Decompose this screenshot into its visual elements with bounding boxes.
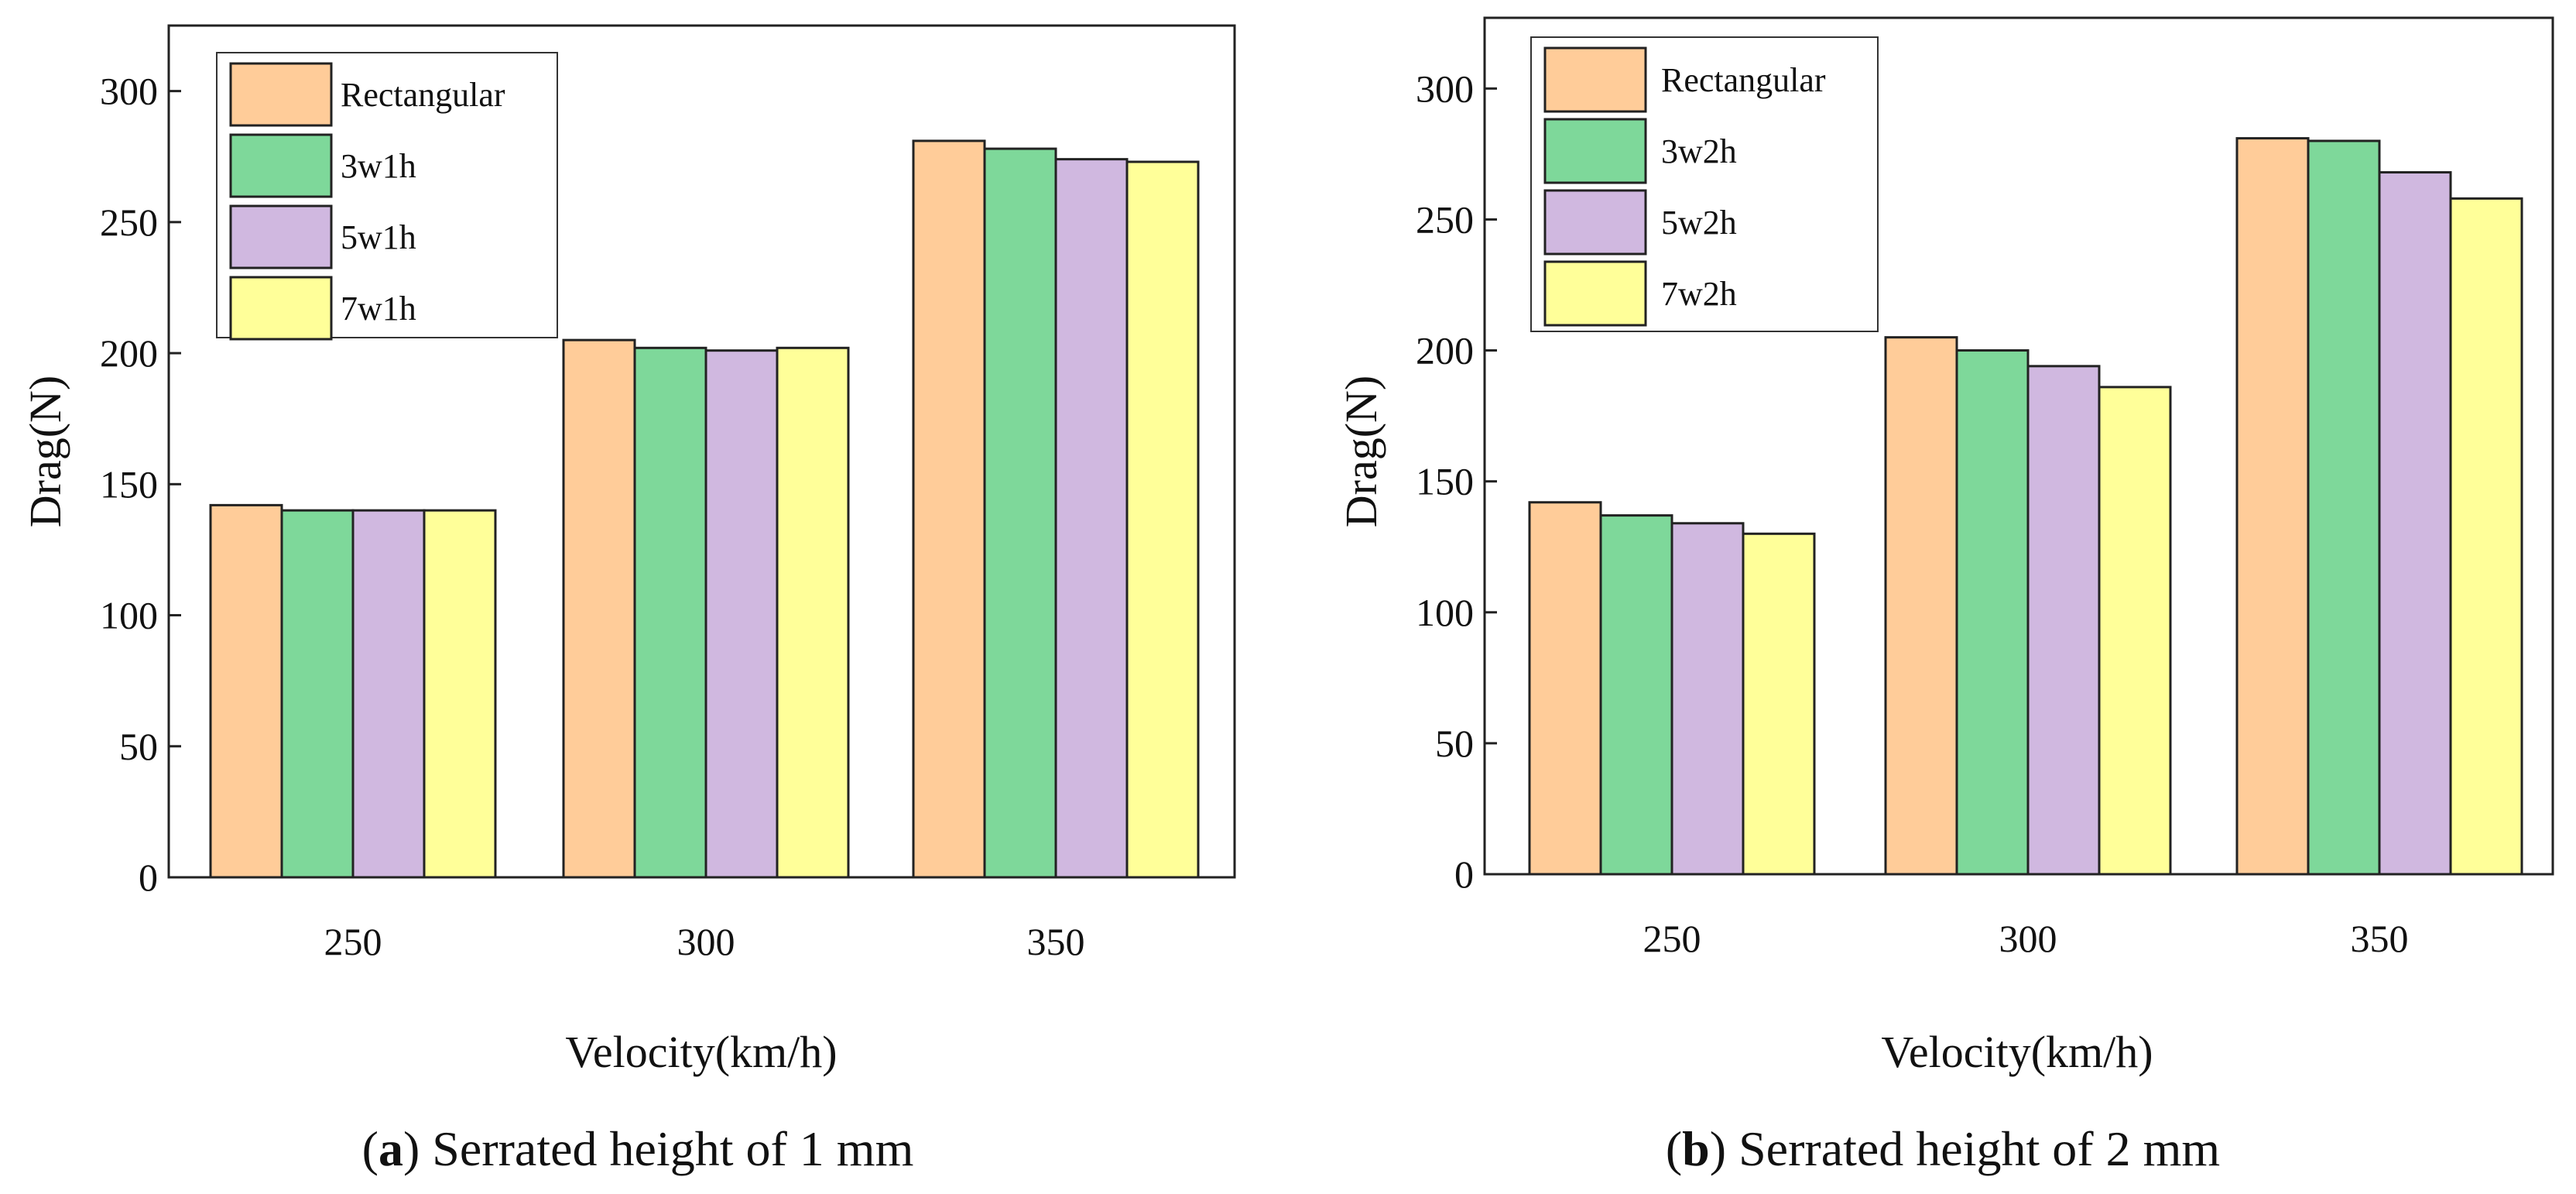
panel-a-caption-letter: a [379,1121,403,1176]
panel-b-bars [1528,137,2523,876]
panel-b-caption-letter: b [1682,1121,1710,1176]
panel-b-y-axis: 0 50 100 150 200 250 300 [1416,67,1497,896]
legend-label-a-rectangular: Rectangular [341,76,505,114]
x-tick-label-a-300: 300 [677,920,735,963]
bar-a-7w1h-350 [1125,160,1200,879]
x-tick-label-b-300: 300 [1999,917,2057,960]
bar-b-7w2h-250 [1742,532,1816,876]
bar-a-5w1h-250 [351,509,426,879]
panel-b-caption: (b) Serrated height of 2 mm [1666,1121,2220,1176]
legend-label-a-5w1h: 5w1h [341,218,416,256]
x-tick-label-a-350: 350 [1027,920,1085,963]
panel-a-bars [209,139,1200,879]
y-tick-label-b-50: 50 [1435,722,1474,765]
legend-swatch-b-rectangular [1543,46,1647,113]
bar-b-5w2h-350 [2378,171,2452,876]
bar-b-5w2h-250 [1670,522,1745,876]
bar-b-rectangular-250 [1528,501,1602,876]
legend-label-b-rectangular: Rectangular [1661,61,1826,99]
panel-a-chart: 0 50 100 150 200 250 300 250 300 350 Drag(N) Vel… [20,24,1236,1176]
panel-a-y-axis: 0 50 100 150 200 250 300 [100,70,181,899]
y-tick-label-b-150: 150 [1416,460,1474,503]
bar-a-3w1h-250 [280,509,355,879]
legend-label-b-7w2h: 7w2h [1661,275,1737,313]
bar-a-5w1h-350 [1054,158,1129,879]
y-tick-label-b-0: 0 [1454,853,1474,896]
panel-b-y-axis-title: Drag(N) [1336,376,1386,527]
bar-b-3w2h-350 [2307,139,2381,876]
bar-b-rectangular-300 [1884,336,1958,876]
legend-label-b-3w2h: 3w2h [1661,132,1737,170]
panel-a-x-axis: 250 300 350 [324,920,1085,963]
legend-swatch-a-3w1h [229,133,333,198]
bar-b-7w2h-350 [2449,197,2523,876]
panel-a-caption: (a) Serrated height of 1 mm [362,1121,914,1176]
y-tick-label-a-250: 250 [100,201,158,244]
legend-label-a-7w1h: 7w1h [341,290,416,328]
legend-swatch-a-7w1h [229,276,333,341]
bar-b-rectangular-350 [2235,137,2310,876]
x-tick-label-b-250: 250 [1643,917,1701,960]
bar-a-rectangular-300 [562,338,636,879]
y-tick-label-b-300: 300 [1416,67,1474,110]
panel-b-chart: 0 50 100 150 200 250 300 250 300 350 Drag(N) Vel… [1336,16,2554,1176]
legend-swatch-b-3w2h [1543,118,1647,184]
bar-a-5w1h-300 [704,349,779,879]
legend-swatch-a-rectangular [229,62,333,127]
bar-a-7w1h-250 [423,509,497,879]
legend-swatch-a-5w1h [229,204,333,269]
panel-a-legend: Rectangular 3w1h 5w1h 7w1h [216,52,558,341]
panel-a-caption-text: Serrated height of 1 mm [432,1121,913,1176]
panel-b-caption-text: Serrated height of 2 mm [1738,1121,2220,1176]
bar-a-rectangular-250 [209,503,283,879]
panel-a-x-axis-title: Velocity(km/h) [565,1027,837,1077]
y-tick-label-a-200: 200 [100,331,158,375]
y-tick-label-a-50: 50 [119,725,158,768]
panel-b-x-axis-title: Velocity(km/h) [1881,1027,2153,1077]
y-tick-label-a-150: 150 [100,462,158,506]
bar-b-3w2h-300 [1955,349,2030,876]
panel-b-x-axis: 250 300 350 [1643,917,2409,960]
bar-b-7w2h-300 [2098,386,2172,876]
y-tick-label-b-200: 200 [1416,329,1474,372]
bar-a-rectangular-350 [912,139,986,879]
y-tick-label-b-250: 250 [1416,197,1474,241]
y-tick-label-a-300: 300 [100,70,158,113]
bar-b-5w2h-300 [2026,365,2101,876]
x-tick-label-b-350: 350 [2351,917,2409,960]
panel-b-legend: Rectangular 3w2h 5w2h 7w2h [1530,36,1879,332]
y-tick-label-b-100: 100 [1416,591,1474,634]
y-tick-label-a-100: 100 [100,594,158,637]
bar-b-3w2h-250 [1599,514,1673,876]
bar-a-3w1h-300 [633,346,707,879]
bar-a-7w1h-300 [776,346,850,879]
legend-label-a-3w1h: 3w1h [341,147,416,185]
legend-label-b-5w2h: 5w2h [1661,204,1737,242]
x-tick-label-a-250: 250 [324,920,382,963]
legend-swatch-b-7w2h [1543,260,1647,327]
bar-a-3w1h-350 [983,147,1057,879]
legend-swatch-b-5w2h [1543,189,1647,256]
panel-a-y-axis-title: Drag(N) [20,376,70,527]
y-tick-label-a-0: 0 [139,856,158,899]
